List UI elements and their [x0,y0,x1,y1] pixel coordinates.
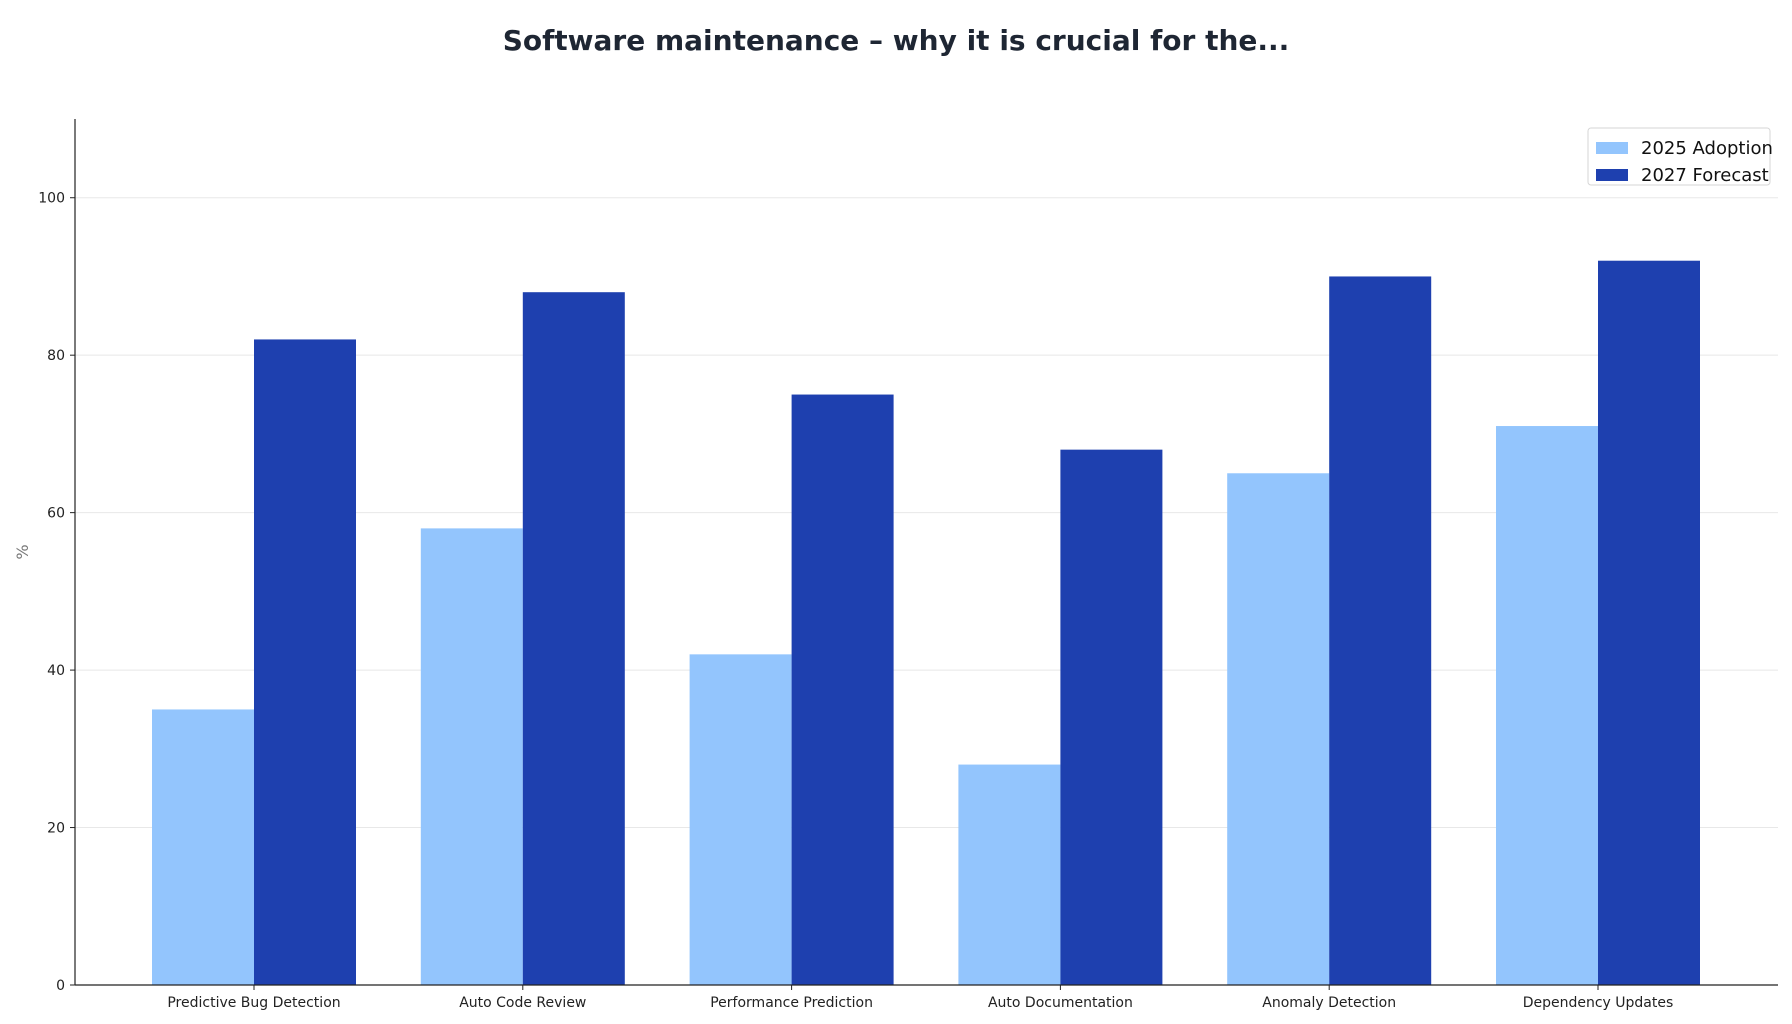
legend: 2025 Adoption 2027 Forecast [1587,127,1773,186]
x-tick-label: Dependency Updates [1523,995,1674,1011]
y-tick-label: 20 [47,821,65,837]
x-tick-label: Performance Prediction [710,995,873,1011]
bar-adoption-2025 [689,654,792,985]
y-axis-label: % [13,544,32,559]
y-tick-label: 80 [47,348,65,364]
grid-lines [75,197,1778,829]
bar-forecast-2027 [791,394,894,986]
legend-swatch [1596,142,1628,154]
x-tick-label: Anomaly Detection [1262,995,1396,1011]
x-tick-label: Auto Code Review [459,995,586,1011]
x-tick-label: Predictive Bug Detection [167,995,340,1011]
legend-label: 2027 Forecast [1641,165,1769,186]
axes [74,119,1778,986]
bar-adoption-2025 [420,528,523,985]
bar-forecast-2027 [1329,276,1432,985]
bar-forecast-2027 [1060,449,1163,985]
y-ticks: 0 20 40 60 80 100 [38,191,75,994]
bar-adoption-2025 [1227,473,1330,985]
legend-swatch [1596,169,1628,181]
bar-forecast-2027 [1598,260,1700,985]
x-tick-labels: Predictive Bug Detection Auto Code Review… [167,985,1673,1011]
bars [152,260,1700,986]
bar-adoption-2025 [1496,426,1598,985]
chart-title: Software maintenance – why it is crucial… [502,24,1290,57]
legend-box [1587,127,1771,186]
y-tick-label: 40 [47,663,65,679]
bar-adoption-2025 [152,709,254,985]
x-tick-label: Auto Documentation [988,995,1133,1011]
bar-forecast-2027 [254,339,356,985]
y-tick-label: 100 [38,191,65,207]
legend-label: 2025 Adoption [1641,138,1773,159]
bar-forecast-2027 [522,292,625,985]
bar-adoption-2025 [958,764,1061,985]
y-tick-label: 0 [56,978,65,994]
y-tick-label: 60 [47,506,65,522]
